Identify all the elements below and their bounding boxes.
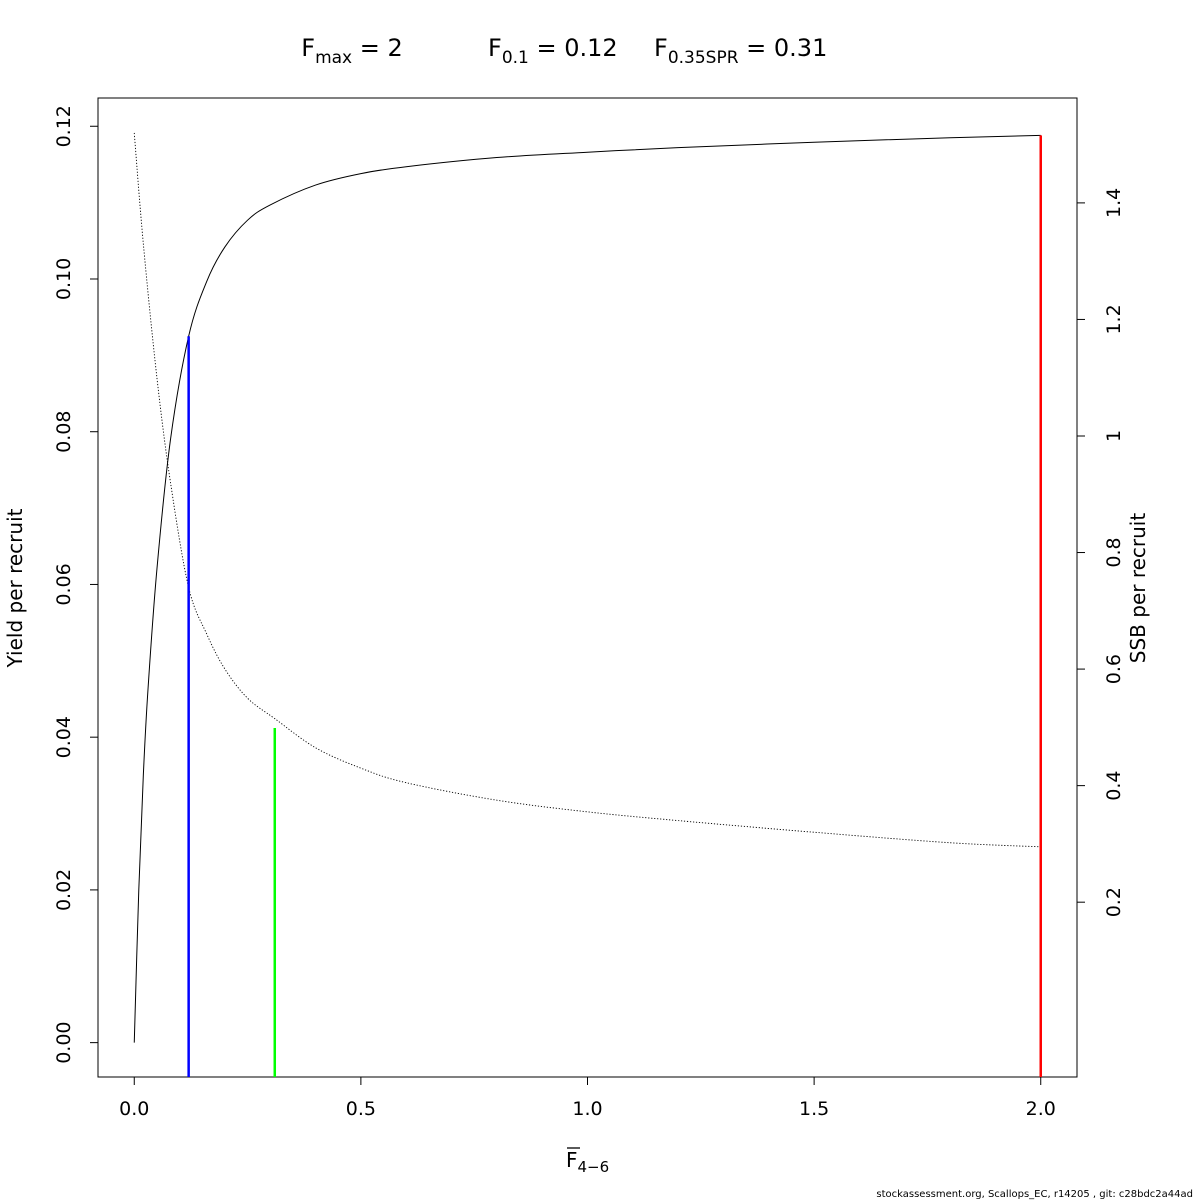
series-layer (133, 132, 1041, 1043)
y-right-axis: 0.2 0.4 0.6 0.8 1 1.2 1.4 (1076, 188, 1125, 917)
y-right-tick-label: 0.2 (1103, 887, 1125, 917)
y-right-tick-label: 0.4 (1103, 771, 1125, 801)
x-axis: 0.0 0.5 1.0 1.5 2.0 (119, 1076, 1056, 1120)
y-left-axis-label: Yield per recruit (3, 508, 27, 668)
title-f01-sub: 0.1 (502, 48, 529, 68)
x-tick-label: 1.5 (799, 1098, 829, 1120)
title-f01-base: F (488, 34, 502, 62)
title-fspr-sub: 0.35SPR (668, 48, 739, 68)
y-left-tick-label: 0.12 (53, 105, 75, 147)
title-f01-value: = 0.12 (529, 34, 618, 62)
x-tick-label: 2.0 (1026, 1098, 1056, 1120)
ssb-per-recruit-line (133, 132, 1041, 848)
title-fmax-value: = 2 (352, 34, 403, 62)
title-fmax-sub: max (315, 48, 352, 68)
y-right-tick-label: 0.8 (1103, 537, 1125, 567)
x-tick-label: 0.5 (346, 1098, 376, 1120)
x-axis-label-sub: 4−6 (578, 1158, 610, 1176)
y-right-tick-label: 0.6 (1103, 654, 1125, 684)
y-right-tick-label: 1 (1103, 430, 1125, 442)
y-right-tick-label: 1.2 (1103, 304, 1125, 334)
title-fspr-base: F (654, 34, 668, 62)
y-left-tick-label: 0.08 (53, 411, 75, 453)
y-left-tick-label: 0.10 (53, 258, 75, 300)
chart-title-fspr: F0.35SPR = 0.31 (654, 34, 827, 68)
y-right-tick-label: 1.4 (1103, 188, 1125, 218)
title-fmax-base: F (301, 34, 315, 62)
y-right-axis-label: SSB per recruit (1126, 513, 1150, 664)
x-tick-label: 1.0 (572, 1098, 602, 1120)
reference-lines (187, 135, 1042, 1077)
x-axis-label: F4−6 (566, 1148, 609, 1176)
yield-per-recruit-line (133, 134, 1041, 1043)
y-left-tick-label: 0.04 (53, 716, 75, 758)
y-left-tick-label: 0.02 (53, 869, 75, 911)
plot-frame (97, 97, 1078, 1078)
x-axis-label-base: F (566, 1148, 578, 1172)
y-left-tick-label: 0.06 (53, 563, 75, 605)
title-fspr-value: = 0.31 (739, 34, 828, 62)
chart-title: Fmax = 2 (301, 34, 403, 68)
x-tick-label: 0.0 (119, 1098, 149, 1120)
footer-note: stockassessment.org, Scallops_EC, r14205… (876, 1189, 1193, 1200)
y-left-tick-label: 0.00 (53, 1021, 75, 1063)
y-left-axis: 0.00 0.02 0.04 0.06 0.08 0.10 0.12 (53, 105, 99, 1064)
chart-title-f01: F0.1 = 0.12 (488, 34, 618, 68)
